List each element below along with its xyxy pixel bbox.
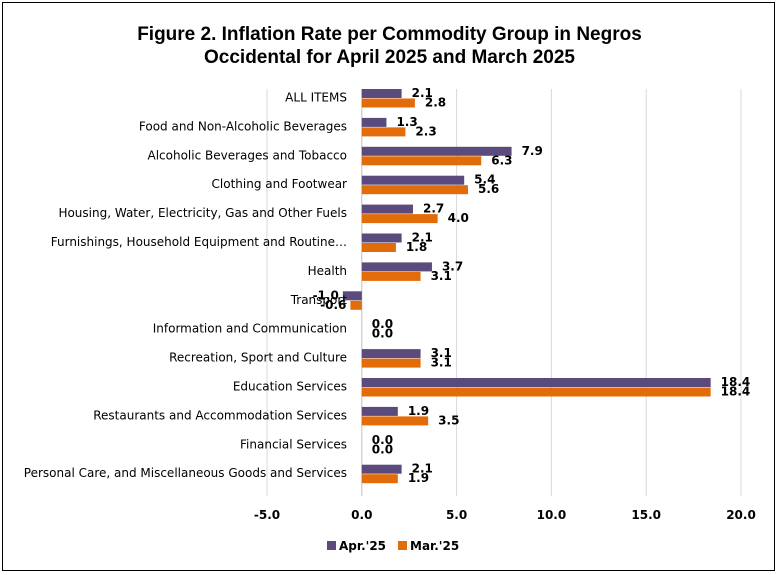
bar-apr-25 bbox=[361, 406, 398, 416]
value-label-apr-25: 2.1 bbox=[412, 86, 433, 100]
bar-mar-25 bbox=[361, 127, 406, 137]
value-label-mar-25: 0.0 bbox=[372, 442, 393, 456]
bar-apr-25 bbox=[361, 349, 421, 359]
value-label-mar-25: 18.4 bbox=[721, 385, 751, 399]
bar-mar-25 bbox=[361, 185, 468, 195]
category-label: Recreation, Sport and Culture bbox=[169, 351, 347, 365]
category-label: Financial Services bbox=[240, 437, 347, 451]
value-label-apr-25: 1.3 bbox=[396, 115, 417, 129]
value-label-mar-25: 1.9 bbox=[408, 471, 429, 485]
bar-apr-25 bbox=[342, 291, 362, 301]
value-label-apr-25: 18.4 bbox=[721, 375, 751, 389]
legend-swatch-mar-25 bbox=[398, 541, 407, 550]
value-label-apr-25: 2.1 bbox=[412, 462, 433, 476]
legend-swatch-apr-25 bbox=[327, 541, 336, 550]
bar-apr-25 bbox=[361, 175, 465, 185]
value-label-apr-25: 3.1 bbox=[431, 346, 452, 360]
category-label: Alcoholic Beverages and Tobacco bbox=[148, 148, 348, 162]
bar-mar-25 bbox=[361, 416, 429, 426]
category-label: Restaurants and Accommodation Services bbox=[93, 408, 347, 422]
category-label: Food and Non-Alcoholic Beverages bbox=[139, 119, 347, 133]
category-label: Transport bbox=[290, 293, 348, 307]
value-label-apr-25: 0.0 bbox=[372, 317, 393, 331]
bar-mar-25 bbox=[350, 300, 362, 310]
value-label-apr-25: -1.0 bbox=[313, 288, 339, 302]
value-label-apr-25: 0.0 bbox=[372, 433, 393, 447]
x-tick-label: 10.0 bbox=[537, 508, 567, 522]
inflation-bar-chart: ALL ITEMS Food and Non-Alcoholic Beverage… bbox=[24, 86, 756, 553]
category-labels: ALL ITEMS Food and Non-Alcoholic Beverage… bbox=[24, 91, 348, 481]
value-label-mar-25: 4.0 bbox=[448, 211, 469, 225]
x-tick-label: 20.0 bbox=[726, 508, 756, 522]
chart-title-line-2: Occidental for April 2025 and March 2025 bbox=[204, 47, 575, 68]
value-label-mar-25: 2.8 bbox=[425, 96, 446, 110]
legend: Apr.'25 Mar.'25 bbox=[327, 539, 459, 553]
bar-apr-25 bbox=[361, 146, 512, 156]
bar-mar-25 bbox=[361, 214, 438, 224]
value-label-apr-25: 7.9 bbox=[522, 144, 543, 158]
value-label-mar-25: 6.3 bbox=[491, 153, 512, 167]
legend-label-mar-25: Mar.'25 bbox=[410, 539, 459, 553]
value-label-apr-25: 2.7 bbox=[423, 202, 444, 216]
value-label-apr-25: 5.4 bbox=[474, 173, 495, 187]
value-label-apr-25: 2.1 bbox=[412, 231, 433, 245]
bar-mar-25 bbox=[361, 156, 482, 166]
value-label-mar-25: 1.8 bbox=[406, 240, 427, 254]
x-tick-label: 0.0 bbox=[351, 508, 372, 522]
x-tick-label: 15.0 bbox=[631, 508, 661, 522]
category-label: Health bbox=[308, 264, 347, 278]
value-label-mar-25: 2.3 bbox=[415, 124, 436, 138]
x-tick-label: -5.0 bbox=[254, 508, 280, 522]
x-axis-tick-labels: -5.0 0.0 5.0 10.0 15.0 20.0 bbox=[254, 508, 756, 522]
bar-mar-25 bbox=[361, 387, 711, 397]
bar-mar-25 bbox=[361, 271, 421, 281]
bar-apr-25 bbox=[361, 233, 402, 243]
category-label: Housing, Water, Electricity, Gas and Oth… bbox=[58, 206, 347, 220]
bar-apr-25 bbox=[361, 89, 402, 98]
bar-apr-25 bbox=[361, 204, 413, 214]
bar-mar-25 bbox=[361, 474, 398, 484]
bars bbox=[342, 89, 711, 484]
category-label: Furnishings, Household Equipment and Rou… bbox=[51, 235, 347, 249]
value-label-mar-25: 0.0 bbox=[372, 327, 393, 341]
value-label-apr-25: 1.9 bbox=[408, 404, 429, 418]
value-label-apr-25: 3.7 bbox=[442, 259, 463, 273]
value-label-mar-25: 3.1 bbox=[431, 269, 452, 283]
bar-apr-25 bbox=[361, 262, 432, 272]
bar-apr-25 bbox=[361, 464, 402, 474]
value-labels: 2.12.81.32.37.96.35.45.62.74.02.11.83.73… bbox=[313, 86, 751, 485]
value-label-mar-25: 3.5 bbox=[438, 413, 459, 427]
bar-apr-25 bbox=[361, 117, 387, 127]
x-tick-label: 5.0 bbox=[446, 508, 467, 522]
bar-mar-25 bbox=[361, 98, 415, 108]
category-label: Information and Communication bbox=[153, 322, 347, 336]
value-label-mar-25: 5.6 bbox=[478, 182, 499, 196]
chart-title: Figure 2. Inflation Rate per Commodity G… bbox=[3, 23, 776, 69]
category-label: ALL ITEMS bbox=[285, 91, 347, 105]
category-label: Personal Care, and Miscellaneous Goods a… bbox=[24, 466, 347, 480]
bar-mar-25 bbox=[361, 358, 421, 368]
value-label-mar-25: -0.6 bbox=[320, 298, 346, 312]
legend-label-apr-25: Apr.'25 bbox=[339, 539, 386, 553]
value-label-mar-25: 3.1 bbox=[431, 356, 452, 370]
chart-title-line-1: Figure 2. Inflation Rate per Commodity G… bbox=[137, 24, 642, 45]
bar-mar-25 bbox=[361, 243, 396, 252]
category-label: Clothing and Footwear bbox=[212, 177, 348, 191]
category-label: Education Services bbox=[233, 380, 347, 394]
bar-apr-25 bbox=[361, 378, 711, 387]
